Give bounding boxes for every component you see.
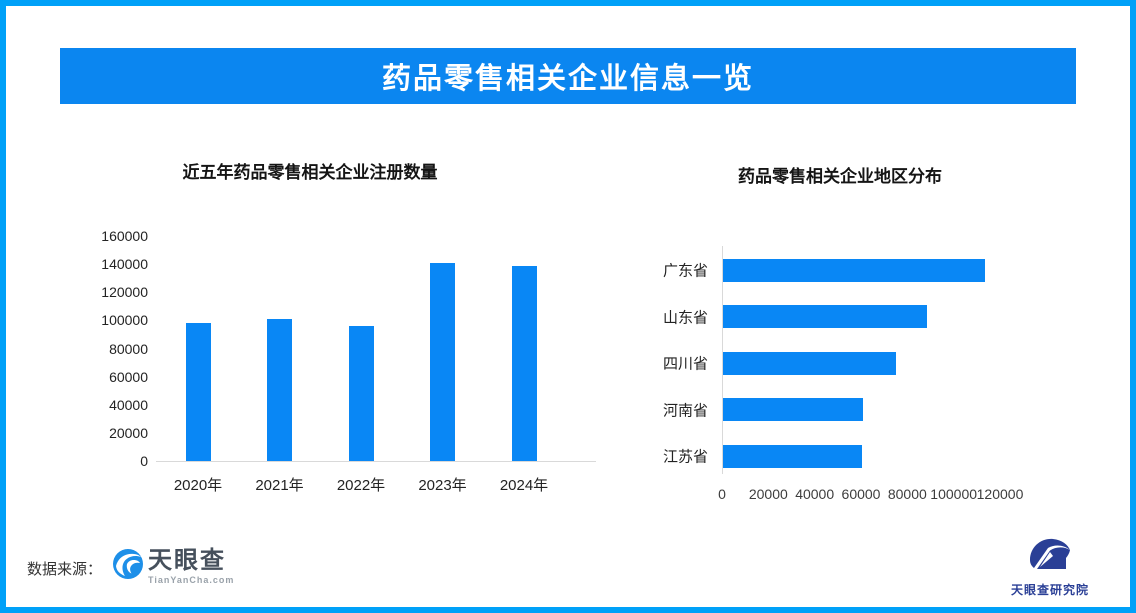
tianyancha-domain: TianYanCha.com [148, 575, 235, 585]
tianyancha-logo-text: 天眼查 TianYanCha.com [148, 547, 235, 586]
region-bar-chart: 广东省山东省四川省河南省江苏省 0 20000 40000 60000 80000 1000… [630, 240, 1130, 520]
y-axis-line [722, 246, 723, 474]
x-category-label: 2020年 [173, 477, 223, 494]
x-tick-label: 100000 [930, 486, 978, 502]
x-category-label: 2022年 [336, 477, 386, 494]
data-source-label: 数据来源： [27, 561, 103, 578]
research-institute-logo: 天眼查研究院 [990, 534, 1110, 598]
y-tick-label: 0 [140, 453, 148, 469]
y-tick-label: 140000 [101, 256, 148, 273]
x-tick-label: 60000 [841, 486, 881, 502]
region-chart-title: 药品零售相关企业地区分布 [738, 167, 942, 186]
bar-四川省 [723, 351, 896, 375]
bar-2022年 [348, 326, 374, 461]
bar-山东省 [723, 305, 927, 328]
tianyancha-logo-icon [112, 548, 144, 585]
banner-title-text: 药品零售相关企业信息一览 [381, 63, 754, 95]
y-tick-label: 40000 [109, 396, 148, 413]
y-category-label: 四川省 [662, 355, 708, 373]
y-category-label: 山东省 [662, 309, 708, 326]
y-tick-label: 80000 [109, 340, 148, 357]
y-category-label: 河南省 [662, 402, 708, 419]
y-tick-label: 120000 [101, 284, 148, 301]
research-institute-name: 天眼查研究院 [1010, 583, 1089, 597]
y-tick-label: 160000 [101, 228, 148, 244]
x-category-label: 2021年 [255, 477, 304, 494]
bar-2021年 [267, 318, 292, 461]
x-tick-label: 0 [718, 486, 726, 502]
bar-2020年 [185, 323, 211, 461]
banner-title: 药品零售相关企业信息一览 [60, 48, 1076, 104]
x-tick-label: 40000 [795, 486, 835, 502]
registration-bar-chart: 0 20000 40000 60000 80000 100000 120000 140000 1… [100, 222, 610, 512]
x-category-label: 2023年 [418, 477, 467, 494]
bar-江苏省 [723, 444, 862, 468]
x-tick-label: 120000 [976, 486, 1024, 502]
y-tick-label: 20000 [109, 424, 148, 441]
y-tick-label: 100000 [101, 312, 148, 329]
x-axis-line [156, 461, 596, 462]
y-category-label: 江苏省 [662, 448, 708, 466]
research-institute-logo-icon [1028, 538, 1072, 578]
registration-chart-title: 近五年药品零售相关企业注册数量 [182, 163, 438, 182]
tianyancha-logo: 天眼查 TianYanCha.com [112, 548, 234, 585]
bar-2024年 [511, 266, 537, 461]
bar-广东省 [723, 258, 985, 282]
y-tick-label: 60000 [109, 368, 148, 385]
y-category-label: 广东省 [662, 262, 708, 280]
x-tick-label: 80000 [887, 486, 927, 502]
tianyancha-name: 天眼查 [148, 547, 226, 574]
x-category-label: 2024年 [499, 477, 549, 494]
bar-河南省 [723, 398, 864, 421]
x-tick-label: 20000 [748, 486, 788, 502]
bar-2023年 [430, 263, 455, 461]
